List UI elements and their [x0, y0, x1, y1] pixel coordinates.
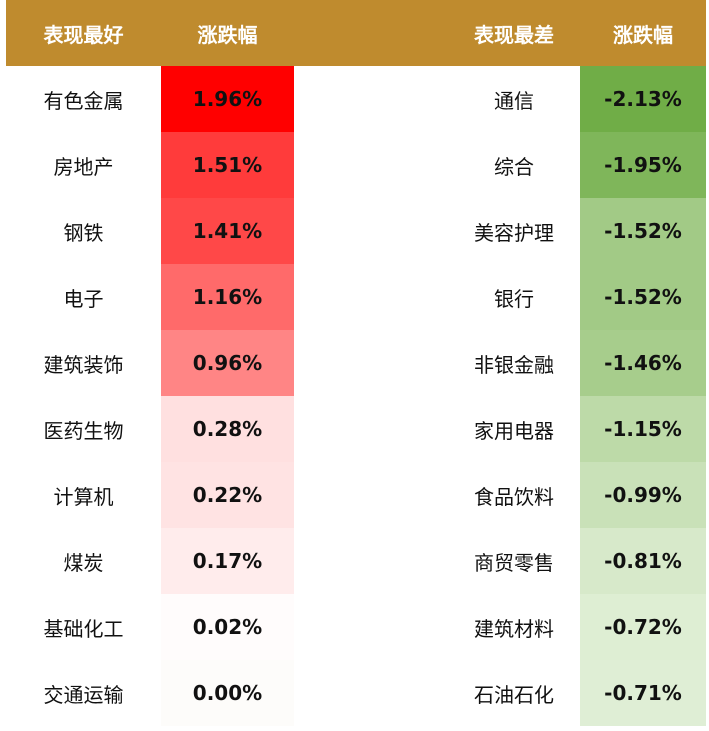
- worst-sector-name: 通信: [494, 88, 534, 113]
- table-row: 房地产 1.51% 综合 -1.95%: [6, 132, 706, 198]
- row-spacer: [294, 396, 448, 462]
- table-row: 医药生物 0.28% 家用电器 -1.15%: [6, 396, 706, 462]
- best-sector-name: 交通运输: [43, 682, 124, 707]
- row-spacer: [294, 660, 448, 726]
- table-body: 有色金属 1.96% 通信 -2.13% 房地产 1.51% 综合 -1.95% 钢铁 1.41%…: [6, 66, 706, 726]
- worst-sector-change: -1.52%: [580, 198, 706, 264]
- best-sector-change: 1.16%: [161, 264, 294, 330]
- header-spacer: [294, 0, 448, 66]
- best-sector-name: 基础化工: [43, 616, 124, 641]
- table-row: 基础化工 0.02% 建筑材料 -0.72%: [6, 594, 706, 660]
- worst-sector-change: -0.71%: [580, 660, 706, 726]
- table-row: 有色金属 1.96% 通信 -2.13%: [6, 66, 706, 132]
- row-spacer: [294, 462, 448, 528]
- best-change-header: 涨跌幅: [197, 22, 258, 47]
- best-sector-change: 0.00%: [161, 660, 294, 726]
- best-sector-change: 0.02%: [161, 594, 294, 660]
- row-spacer: [294, 198, 448, 264]
- best-sector-change: 0.22%: [161, 462, 294, 528]
- worst-change-header: 涨跌幅: [613, 22, 673, 47]
- worst-sector-name: 银行: [494, 286, 534, 311]
- best-sector-change: 0.96%: [161, 330, 294, 396]
- worst-sector-name: 综合: [494, 154, 534, 179]
- worst-sector-change: -1.15%: [580, 396, 706, 462]
- worst-title-header: 表现最差: [474, 22, 554, 47]
- best-sector-name: 医药生物: [43, 418, 124, 443]
- worst-sector-name: 家用电器: [474, 418, 554, 443]
- table-row: 煤炭 0.17% 商贸零售 -0.81%: [6, 528, 706, 594]
- worst-sector-change: -1.95%: [580, 132, 706, 198]
- best-sector-change: 1.96%: [161, 66, 294, 132]
- best-sector-name: 有色金属: [43, 88, 124, 113]
- table-header: 表现最好 涨跌幅 表现最差 涨跌幅: [6, 0, 706, 66]
- best-sector-name: 房地产: [53, 154, 114, 179]
- table-row: 建筑装饰 0.96% 非银金融 -1.46%: [6, 330, 706, 396]
- worst-sector-change: -0.99%: [580, 462, 706, 528]
- table-row: 钢铁 1.41% 美容护理 -1.52%: [6, 198, 706, 264]
- worst-sector-change: -1.46%: [580, 330, 706, 396]
- worst-sector-change: -2.13%: [580, 66, 706, 132]
- table-row: 电子 1.16% 银行 -1.52%: [6, 264, 706, 330]
- worst-sector-change: -1.52%: [580, 264, 706, 330]
- row-spacer: [294, 264, 448, 330]
- best-sector-name: 计算机: [53, 484, 114, 509]
- row-spacer: [294, 132, 448, 198]
- row-spacer: [294, 528, 448, 594]
- best-sector-change: 1.51%: [161, 132, 294, 198]
- worst-sector-name: 非银金融: [474, 352, 554, 377]
- best-sector-change: 0.28%: [161, 396, 294, 462]
- row-spacer: [294, 66, 448, 132]
- row-spacer: [294, 330, 448, 396]
- best-sector-name: 煤炭: [63, 550, 104, 575]
- table-row: 计算机 0.22% 食品饮料 -0.99%: [6, 462, 706, 528]
- worst-sector-change: -0.81%: [580, 528, 706, 594]
- table-row: 交通运输 0.00% 石油石化 -0.71%: [6, 660, 706, 726]
- row-spacer: [294, 594, 448, 660]
- best-sector-change: 1.41%: [161, 198, 294, 264]
- best-sector-name: 钢铁: [63, 220, 104, 245]
- worst-sector-name: 食品饮料: [474, 484, 554, 509]
- worst-sector-change: -0.72%: [580, 594, 706, 660]
- worst-sector-name: 建筑材料: [474, 616, 554, 641]
- best-title-header: 表现最好: [43, 22, 124, 47]
- worst-sector-name: 美容护理: [474, 220, 554, 245]
- sector-performance-table: 表现最好 涨跌幅 表现最差 涨跌幅 有色金属 1.96% 通信 -2.13% 房地产 1.…: [6, 0, 706, 726]
- best-sector-name: 建筑装饰: [43, 352, 124, 377]
- worst-sector-name: 商贸零售: [474, 550, 554, 575]
- best-sector-change: 0.17%: [161, 528, 294, 594]
- best-sector-name: 电子: [63, 286, 104, 311]
- worst-sector-name: 石油石化: [474, 682, 554, 707]
